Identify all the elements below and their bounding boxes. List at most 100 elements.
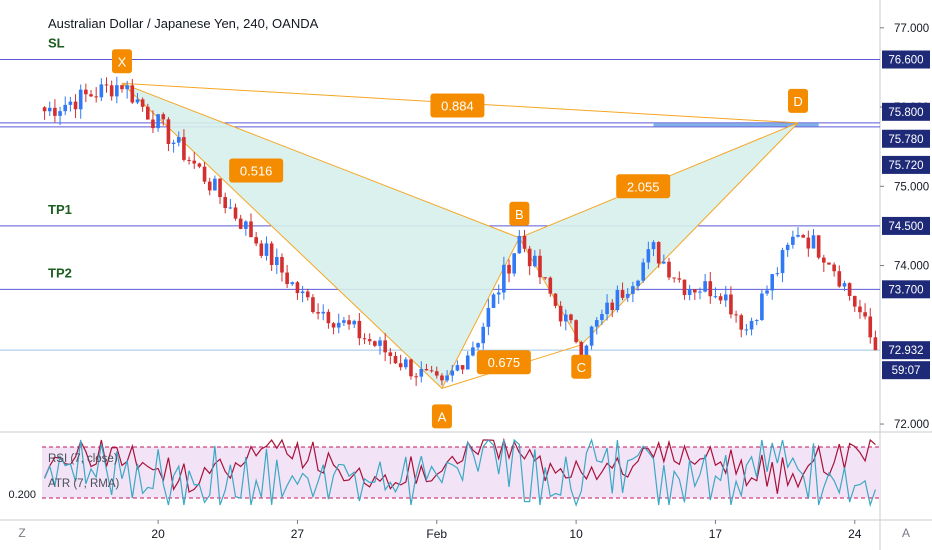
candle-body — [816, 235, 821, 258]
rsi-line — [44, 438, 876, 508]
candle-body — [269, 243, 274, 266]
rsi-legend[interactable]: RSI (7, close) — [48, 453, 118, 465]
candle-body — [615, 289, 620, 311]
candle-body — [316, 312, 320, 314]
time-axis[interactable]: 20 27 Feb 10 17 24 — [151, 520, 862, 541]
candle-body — [460, 365, 465, 370]
candle-body — [631, 286, 635, 294]
candle-body — [563, 314, 568, 322]
candle-body — [373, 341, 377, 346]
candle-body — [145, 106, 150, 120]
pattern-point-d: D — [793, 94, 802, 109]
candle-body — [94, 96, 98, 98]
candles — [42, 76, 878, 386]
candle-body — [109, 85, 114, 97]
candle-body — [176, 137, 181, 143]
candle-body — [641, 262, 646, 281]
candle-body — [228, 207, 233, 209]
candle-body — [130, 85, 135, 103]
candle-body — [491, 294, 496, 308]
candle-body — [290, 282, 295, 285]
candle-body — [558, 305, 563, 322]
candle-body — [68, 101, 73, 105]
candle-body — [527, 248, 532, 267]
candle-body — [687, 289, 692, 296]
candle-body — [832, 264, 836, 272]
candle-body — [218, 178, 222, 198]
auto-scale-left-button[interactable]: Z — [18, 526, 25, 540]
candle-body — [548, 277, 553, 294]
candle-body — [512, 253, 516, 274]
candle-body — [822, 257, 826, 263]
candle-body — [450, 370, 455, 376]
current-price-tag: 72.932 — [888, 345, 923, 357]
candle-body — [703, 281, 707, 292]
candle-body — [207, 181, 212, 191]
candle-body — [662, 261, 666, 264]
rsi-band — [42, 447, 880, 498]
level-price-tag-bg — [882, 155, 930, 174]
time-tick-label: 20 — [151, 527, 165, 541]
candle-body — [734, 314, 738, 316]
candle-body — [233, 207, 238, 219]
candle-body — [244, 221, 248, 229]
candle-body — [300, 291, 305, 294]
candle-body — [140, 99, 145, 107]
level-price-tag-bg — [882, 102, 930, 121]
candle-body — [78, 89, 83, 110]
candle-body — [873, 337, 878, 351]
pattern-ratio: 2.055 — [627, 179, 660, 194]
candle-body — [455, 365, 460, 371]
candle-body — [321, 311, 326, 314]
atr-line — [44, 437, 876, 494]
candle-body — [280, 257, 284, 273]
candle-body — [223, 197, 228, 209]
candle-body — [125, 85, 129, 90]
level-price-tag-bg — [882, 216, 930, 235]
candle-body — [553, 293, 558, 306]
candle-body — [404, 359, 408, 368]
price-axis[interactable]: 77.00076.00075.00074.00072.00076.60075.8… — [880, 23, 930, 431]
level-price-tag: 75.780 — [888, 134, 923, 146]
candle-body — [600, 314, 604, 321]
candle-body — [274, 257, 279, 266]
candle-body — [754, 320, 759, 322]
level-label: TP2 — [48, 265, 72, 280]
candle-body — [770, 274, 775, 291]
candle-body — [811, 235, 816, 249]
pattern-ratio-bg — [430, 93, 485, 118]
candle-body — [115, 85, 119, 97]
candle-body — [739, 315, 744, 330]
candle-body — [791, 236, 795, 245]
indicator-lines — [44, 437, 876, 508]
auto-scale-right-button[interactable]: A — [902, 526, 910, 540]
candle-body — [47, 107, 52, 112]
candle-body — [760, 293, 764, 321]
candle-body — [656, 242, 661, 264]
candle-body — [594, 320, 599, 327]
candle-body — [574, 320, 578, 343]
pattern-ratio-bg — [616, 174, 671, 199]
candle-body — [398, 363, 403, 368]
candle-body — [305, 291, 310, 298]
pattern-ratio-bg — [476, 350, 531, 375]
candle-body — [434, 371, 439, 376]
pattern-point-c-bg — [571, 354, 592, 379]
level-label: SL — [48, 36, 65, 51]
price-tick-label: 74.000 — [894, 261, 929, 273]
candle-body — [135, 99, 140, 103]
pattern-point-c: C — [577, 360, 586, 375]
atr-legend[interactable]: ATR (7, RMA) — [48, 478, 120, 490]
candle-body — [584, 345, 589, 356]
candle-body — [84, 89, 88, 95]
candle-body — [749, 320, 754, 330]
candle-body — [868, 316, 873, 338]
candle-body — [718, 296, 723, 301]
candle-body — [166, 119, 171, 144]
candle-body — [486, 307, 491, 327]
candle-body — [414, 376, 418, 378]
candle-body — [507, 264, 511, 274]
level-price-tag: 75.800 — [888, 107, 923, 119]
candle-body — [254, 237, 258, 244]
